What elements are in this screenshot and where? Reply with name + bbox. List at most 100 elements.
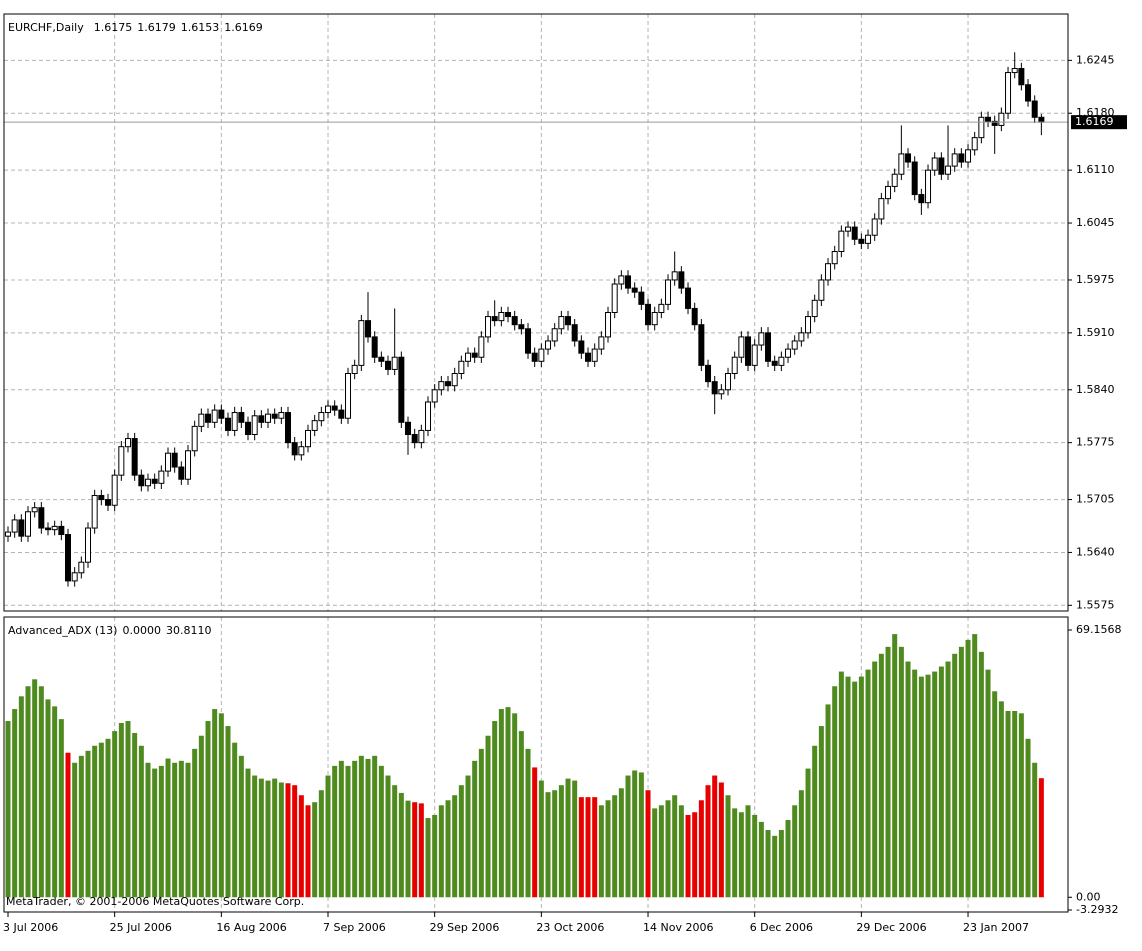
candle-body: [825, 263, 832, 281]
candle-body: [71, 572, 78, 582]
candle-body: [871, 218, 878, 236]
bar: [452, 795, 458, 898]
candle-body: [138, 474, 145, 487]
bar: [985, 669, 991, 898]
bar: [92, 745, 98, 898]
candle-body: [271, 413, 278, 419]
bar: [238, 755, 244, 898]
bar: [845, 676, 851, 898]
indicator-title: Advanced_ADX (13): [8, 624, 117, 637]
candle-body: [111, 474, 118, 506]
bar: [385, 775, 391, 898]
candle-body: [491, 316, 498, 322]
bar: [885, 646, 891, 898]
bar: [952, 653, 958, 898]
bar: [525, 748, 531, 898]
candle-body: [631, 287, 638, 293]
bar: [518, 731, 524, 898]
candle-body: [951, 153, 958, 167]
candle-body: [351, 364, 358, 375]
candle-body: [225, 417, 232, 431]
bar: [638, 772, 644, 898]
candle-body: [11, 519, 18, 533]
bar: [732, 808, 738, 898]
candle-body: [765, 332, 772, 362]
bar: [465, 775, 471, 898]
bar: [32, 679, 38, 898]
candle-body: [1011, 67, 1018, 74]
indicator-readout: 30.8110: [166, 624, 212, 637]
bar: [585, 797, 591, 898]
candle-body: [705, 364, 712, 383]
candle-body: [5, 531, 11, 537]
bar: [478, 748, 484, 898]
bar: [878, 653, 884, 898]
bar: [38, 686, 44, 898]
candle-body: [678, 271, 685, 289]
candle-body: [478, 336, 485, 358]
bar: [605, 800, 611, 898]
candle-body: [865, 234, 872, 244]
bar: [812, 745, 818, 898]
bar: [618, 788, 624, 898]
candle-body: [818, 279, 825, 301]
candle-body: [98, 495, 105, 501]
chart-header: EURCHF,Daily 1.6175 1.6179 1.6153 1.6169: [8, 21, 263, 34]
bar: [72, 762, 78, 898]
candle-body: [165, 452, 172, 472]
candle-body: [51, 525, 58, 531]
candle-body: [1018, 67, 1025, 86]
bar: [505, 707, 511, 898]
candle-body: [978, 116, 985, 139]
candle-body: [118, 446, 125, 476]
candle-body: [1025, 84, 1032, 102]
candle-body: [945, 165, 952, 175]
candle-body: [158, 470, 165, 484]
bar: [978, 651, 984, 898]
bar: [205, 721, 211, 898]
candle-body: [891, 173, 898, 187]
bar: [198, 735, 204, 898]
candle-body: [838, 230, 845, 252]
x-tick-label: 25 Jul 2006: [110, 921, 172, 934]
bar: [825, 704, 831, 898]
candle-body: [811, 299, 818, 318]
candle-body: [311, 420, 318, 431]
bar: [532, 767, 538, 898]
candle-body: [738, 336, 745, 358]
candle-body: [651, 312, 658, 326]
bar: [685, 814, 691, 898]
bar: [378, 765, 384, 898]
candle-body: [778, 356, 785, 366]
bar: [1012, 710, 1018, 898]
bar: [272, 778, 278, 898]
bar: [258, 778, 264, 898]
bar: [18, 696, 24, 898]
bar: [285, 783, 291, 898]
candle-body: [345, 373, 352, 419]
candle-body: [385, 360, 392, 370]
candle-body: [551, 328, 558, 342]
bar: [738, 812, 744, 898]
bar: [412, 802, 418, 898]
bar: [565, 778, 571, 898]
candle-body: [291, 442, 298, 456]
bar: [498, 709, 504, 898]
bar: [485, 735, 491, 898]
panel-border: [3, 13, 1069, 612]
bar: [772, 835, 778, 898]
candle-body: [205, 413, 212, 423]
bar: [818, 726, 824, 898]
bar: [1025, 738, 1031, 898]
bar: [45, 699, 51, 898]
candle-body: [258, 415, 265, 423]
candle-body: [485, 316, 492, 338]
ohlc-readout: 1.6153: [181, 21, 220, 34]
symbol-title: EURCHF,Daily: [8, 21, 84, 34]
candle-body: [451, 373, 458, 387]
bar: [838, 671, 844, 898]
bar: [912, 669, 918, 898]
candle-body: [331, 405, 338, 411]
candle-body: [38, 507, 45, 529]
